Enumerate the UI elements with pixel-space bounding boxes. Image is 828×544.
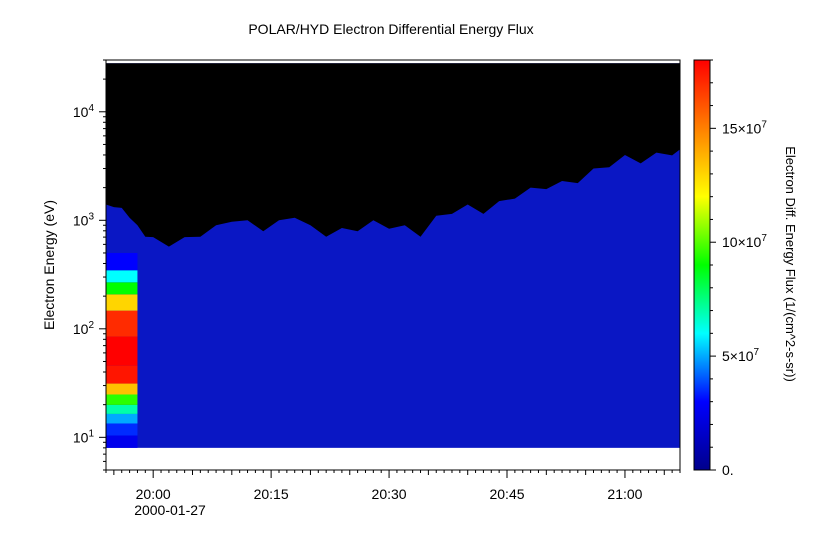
axes: 101 102 103 104 20:00 20:15 20:30 20:45 21:00 (73, 59, 681, 502)
burst-cell (106, 282, 138, 295)
burst-cell (106, 310, 138, 337)
x-tick-label: 20:15 (254, 486, 289, 502)
y-tick-label: 104 (73, 103, 95, 120)
burst-cell (106, 294, 138, 311)
burst-cell (106, 394, 138, 405)
chart-title: POLAR/HYD Electron Differential Energy F… (248, 21, 533, 37)
y-axis-label: Electron Energy (eV) (41, 200, 57, 330)
burst-cell (106, 413, 138, 424)
colorbar-scale (693, 59, 711, 471)
y-tick-label: 101 (73, 428, 95, 445)
burst-cell (106, 336, 138, 366)
colorbar-label: Electron Diff. Energy Flux (1/(cm^2-s-sr… (783, 146, 798, 382)
colorbar-tick-label: 15×107 (722, 119, 767, 136)
burst-cell (106, 423, 138, 436)
burst-cell (106, 270, 138, 283)
burst-cell (106, 365, 138, 384)
colorbar-tick-label: 0. (722, 462, 734, 478)
x-axis-date-label: 2000-01-27 (134, 502, 206, 518)
x-tick-label: 20:30 (372, 486, 407, 502)
x-tick-label: 20:00 (136, 486, 171, 502)
burst-cell (106, 404, 138, 414)
colorbar: 0. 5×107 10×107 15×107 (693, 59, 767, 478)
x-tick-label: 20:45 (489, 486, 524, 502)
no-data-region (106, 63, 680, 247)
colorbar-tick-label: 10×107 (722, 233, 767, 250)
burst-cell (106, 252, 138, 271)
colorbar-tick-label: 5×107 (722, 347, 760, 364)
plot-area (106, 63, 680, 448)
burst-cell (106, 435, 138, 448)
y-tick-label: 102 (73, 320, 95, 337)
x-tick-label: 21:00 (607, 486, 642, 502)
y-tick-label: 103 (73, 211, 95, 228)
burst-cell (106, 383, 138, 395)
plot-frame (105, 59, 681, 471)
